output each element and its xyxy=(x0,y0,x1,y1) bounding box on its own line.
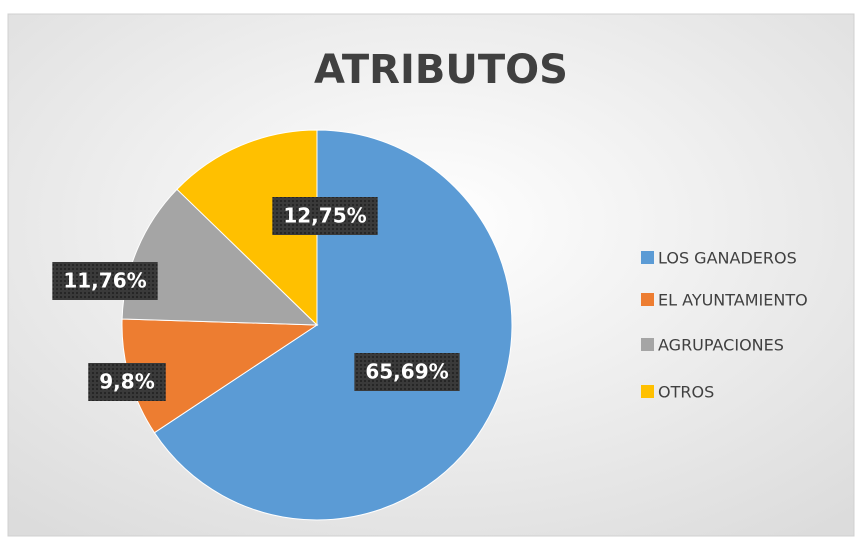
legend-swatch xyxy=(641,293,654,306)
pie-slice xyxy=(153,129,513,521)
data-label: 65,69% xyxy=(365,360,448,384)
data-label-box xyxy=(354,353,460,391)
legend-label: AGRUPACIONES xyxy=(658,336,784,355)
legend-label: OTROS xyxy=(658,383,714,402)
chart-title: ATRIBUTOS xyxy=(314,47,568,93)
pie-slice xyxy=(121,188,319,326)
legend-swatch xyxy=(641,385,654,398)
legend-swatch xyxy=(641,251,654,264)
legend-label: LOS GANADEROS xyxy=(658,249,797,268)
legend-label: EL AYUNTAMIENTO xyxy=(658,291,808,310)
data-label-box xyxy=(88,363,166,401)
data-label-box xyxy=(272,197,378,235)
data-label: 11,76% xyxy=(63,269,146,293)
data-label: 12,75% xyxy=(283,204,366,228)
data-label: 9,8% xyxy=(99,370,154,394)
data-label-box xyxy=(52,262,158,300)
pie-slice xyxy=(176,129,318,327)
legend-swatch xyxy=(641,338,654,351)
